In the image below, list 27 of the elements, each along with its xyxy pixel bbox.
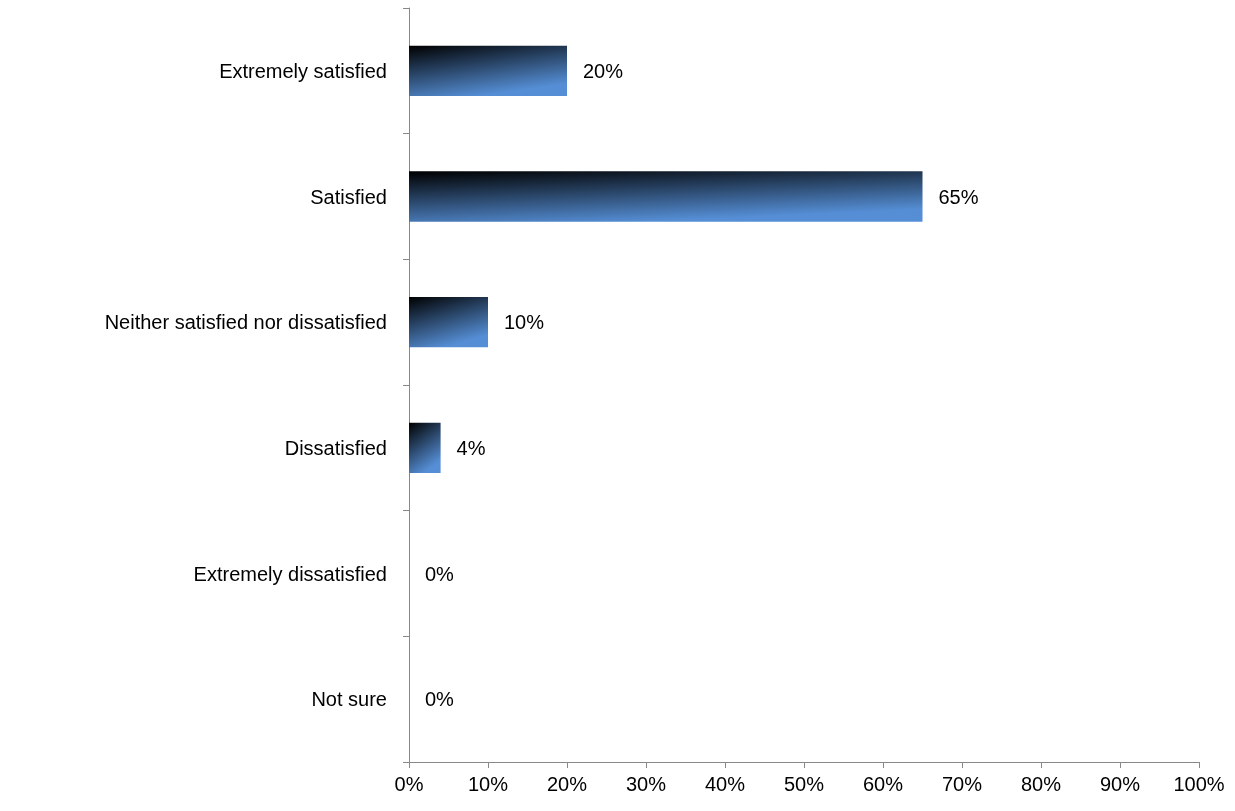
x-tick-label: 40%	[704, 773, 746, 795]
y-tick-label: Neither satisfied nor dissatisfied	[104, 311, 387, 334]
data-label: 0%	[425, 562, 455, 585]
bar	[409, 422, 441, 473]
x-tick-label: 90%	[1099, 773, 1141, 795]
x-tick-label: 100%	[1173, 773, 1225, 795]
x-tick-label: 30%	[625, 773, 667, 795]
bar	[409, 297, 488, 348]
x-tick-label: 80%	[1020, 773, 1062, 795]
y-tick-label: Dissatisfied	[284, 436, 387, 459]
y-tick-label: Not sure	[311, 688, 387, 711]
x-tick-label: 0%	[394, 773, 424, 795]
x-tick-label: 20%	[546, 773, 588, 795]
y-tick-label: Extremely dissatisfied	[193, 562, 387, 585]
y-tick-label: Extremely satisfied	[219, 59, 387, 82]
data-label: 65%	[938, 185, 979, 208]
data-label: 0%	[425, 688, 455, 711]
data-label: 10%	[504, 311, 545, 334]
data-label: 20%	[583, 59, 624, 82]
bar	[409, 45, 567, 96]
data-label: 4%	[456, 436, 486, 459]
x-tick-label: 10%	[467, 773, 509, 795]
x-tick-label: 50%	[783, 773, 825, 795]
x-tick-label: 60%	[862, 773, 904, 795]
y-tick-label: Satisfied	[310, 185, 387, 208]
x-tick-label: 70%	[941, 773, 983, 795]
bar	[409, 171, 923, 222]
